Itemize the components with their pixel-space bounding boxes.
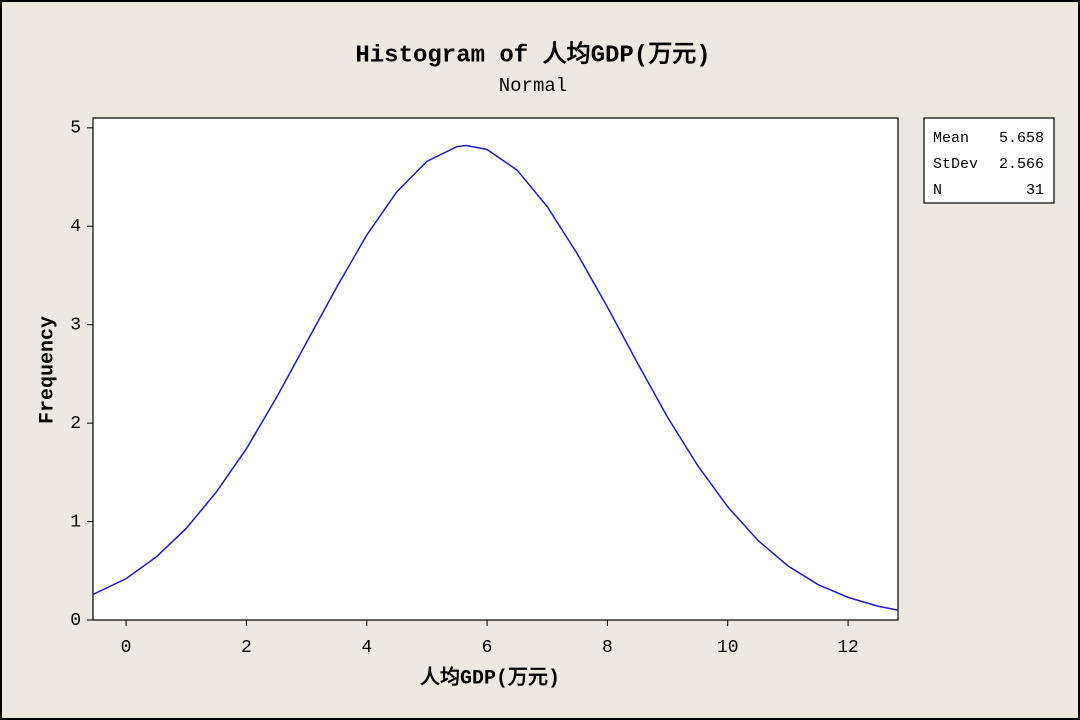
- x-tick-label: 8: [602, 638, 613, 658]
- chart-title: Histogram of 人均GDP(万元): [355, 39, 710, 69]
- y-tick-label: 2: [70, 414, 81, 434]
- y-tick-label: 0: [70, 611, 81, 631]
- stats-value: 5.658: [999, 130, 1044, 147]
- y-axis-label: Frequency: [36, 316, 59, 424]
- plot-area: [92, 117, 899, 621]
- x-tick-label: 0: [121, 638, 132, 658]
- y-tick-label: 5: [70, 119, 81, 139]
- x-axis-label: 人均GDP(万元): [420, 664, 560, 690]
- x-tick-label: 2: [241, 638, 252, 658]
- x-tick-label: 10: [717, 638, 739, 658]
- y-tick-label: 3: [70, 315, 81, 335]
- x-tick-label: 12: [837, 638, 859, 658]
- stats-label: StDev: [933, 156, 978, 173]
- stats-label: N: [933, 182, 942, 199]
- stats-label: Mean: [933, 130, 969, 147]
- x-tick-label: 6: [482, 638, 493, 658]
- x-tick-label: 4: [361, 638, 372, 658]
- chart-subtitle: Normal: [499, 75, 567, 97]
- y-tick-label: 1: [70, 512, 81, 532]
- stats-value: 31: [1026, 182, 1044, 199]
- y-tick-label: 4: [70, 217, 81, 237]
- stats-box: [923, 117, 1055, 204]
- stats-value: 2.566: [999, 156, 1044, 173]
- curve: [92, 144, 899, 611]
